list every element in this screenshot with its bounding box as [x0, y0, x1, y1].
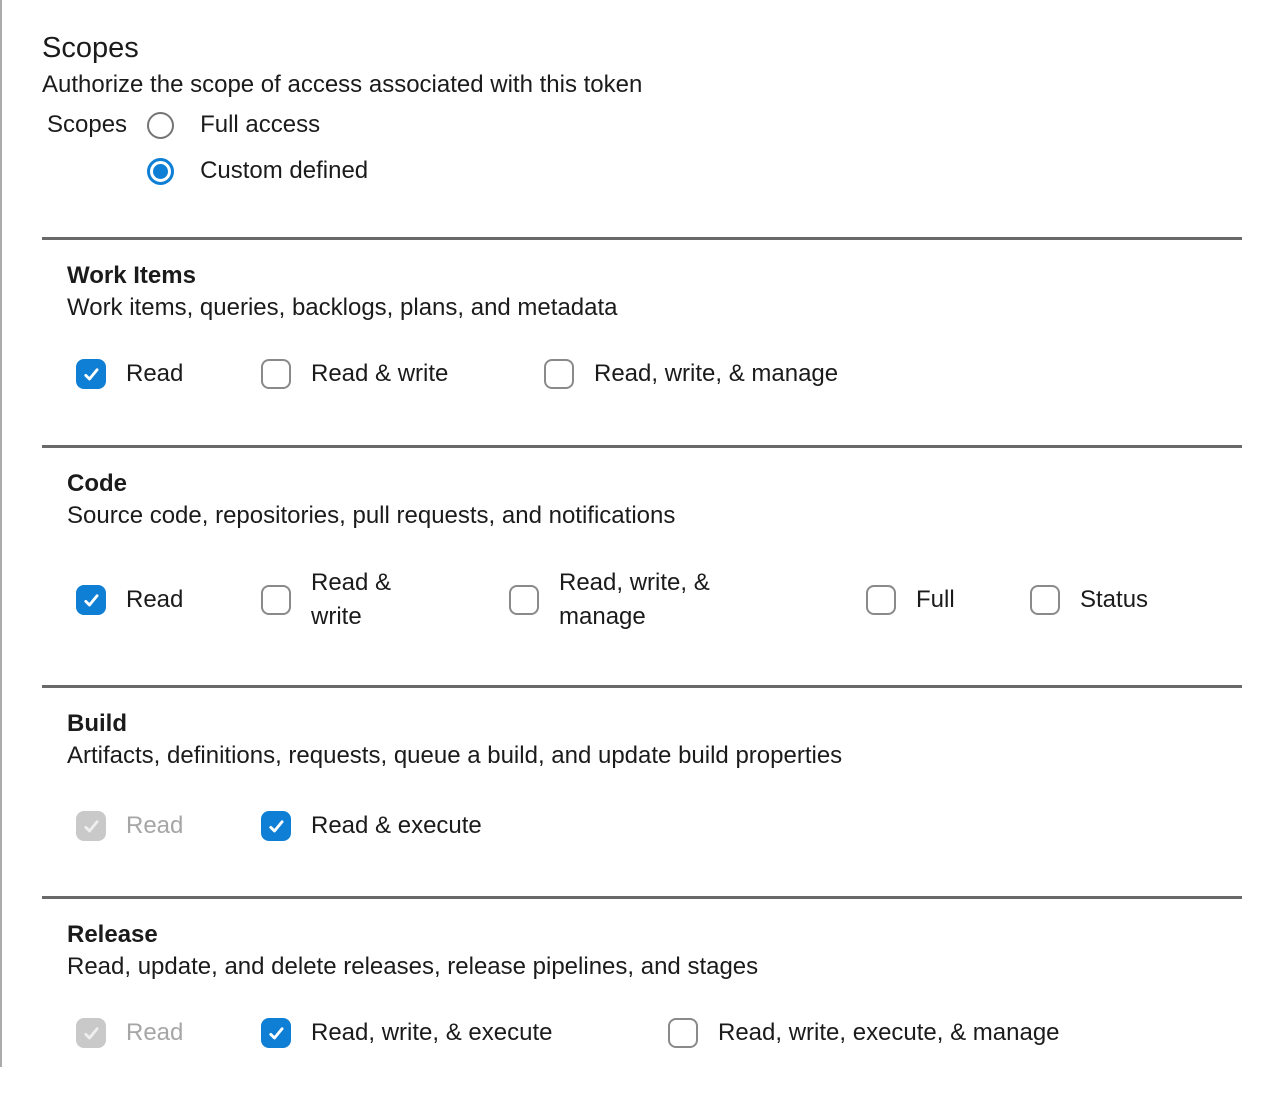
checkbox-row: Read Read, write, & execute Read, write, e…: [67, 1013, 1242, 1053]
scope-option[interactable]: Read, write, & manage: [544, 354, 838, 394]
section-work-items: Work Items Work items, queries, backlogs…: [42, 237, 1242, 445]
checkbox-checked[interactable]: [76, 359, 106, 389]
scope-option[interactable]: Read: [76, 566, 183, 634]
checkbox-checked: [76, 1018, 106, 1048]
checkbox-row: Read Read & execute: [67, 806, 1242, 846]
checkbox-label: Read: [126, 1019, 184, 1046]
scope-option[interactable]: Status: [1030, 566, 1148, 634]
checkbox-label[interactable]: Read: [126, 360, 184, 387]
scope-option[interactable]: Read & write: [261, 354, 448, 394]
section-build: Build Artifacts, definitions, requests, …: [42, 685, 1242, 896]
checkbox-unchecked[interactable]: [261, 359, 291, 389]
checkbox-unchecked[interactable]: [544, 359, 574, 389]
checkbox-unchecked[interactable]: [668, 1018, 698, 1048]
radio-label[interactable]: Full access: [200, 111, 321, 138]
section-release: Release Read, update, and delete release…: [42, 896, 1242, 1098]
checkbox-label[interactable]: Read, write, execute, & manage: [718, 1019, 1060, 1046]
section-description: Source code, repositories, pull requests…: [67, 502, 676, 529]
section-title: Release: [67, 921, 158, 948]
radio-option-full-access[interactable]: Full access: [147, 108, 368, 142]
checkmark-icon: [83, 593, 99, 606]
checkbox-row: Read Read & write Read, write, & manage Ful…: [67, 566, 1242, 634]
checkbox-label[interactable]: Read, write, & manage: [594, 360, 839, 387]
scope-option[interactable]: Read: [76, 354, 183, 394]
scope-option: Read: [76, 806, 183, 846]
radio-button-icon[interactable]: [147, 111, 175, 139]
checkbox-label[interactable]: Read & execute: [311, 812, 482, 839]
checkbox-label[interactable]: Full: [916, 586, 955, 613]
checkbox-unchecked[interactable]: [509, 585, 539, 615]
scope-option[interactable]: Full: [866, 566, 955, 634]
scope-option[interactable]: Read, write, & execute: [261, 1013, 552, 1053]
section-title: Code: [67, 470, 127, 497]
scopes-radio-group: Scopes Full access Custom defined: [47, 108, 1282, 188]
checkbox-label[interactable]: Status: [1080, 586, 1149, 613]
scope-option: Read: [76, 1013, 183, 1053]
checkbox-unchecked[interactable]: [261, 585, 291, 615]
checkmark-icon: [83, 367, 99, 380]
checkmark-icon: [268, 1026, 284, 1039]
radio-button-icon[interactable]: [147, 157, 175, 185]
checkbox-label[interactable]: Read & write: [311, 569, 392, 630]
section-title: Build: [67, 710, 127, 737]
scopes-header: Scopes Authorize the scope of access ass…: [42, 0, 1282, 237]
checkbox-checked[interactable]: [261, 811, 291, 841]
radio-label[interactable]: Custom defined: [200, 157, 369, 184]
checkbox-label[interactable]: Read, write, & execute: [311, 1019, 553, 1046]
checkmark-icon: [83, 819, 99, 832]
section-code: Code Source code, repositories, pull req…: [42, 445, 1242, 685]
section-description: Work items, queries, backlogs, plans, an…: [67, 294, 618, 321]
radio-group-label: Scopes: [47, 111, 128, 138]
checkbox-unchecked[interactable]: [1030, 585, 1060, 615]
checkbox-unchecked[interactable]: [866, 585, 896, 615]
scope-option[interactable]: Read, write, execute, & manage: [668, 1013, 1060, 1053]
radio-option-custom-defined[interactable]: Custom defined: [147, 154, 368, 188]
section-description: Artifacts, definitions, requests, queue …: [67, 742, 843, 769]
scope-option[interactable]: Read & execute: [261, 806, 482, 846]
panel-left-edge: [0, 0, 2, 1067]
checkbox-checked[interactable]: [76, 585, 106, 615]
section-title: Work Items: [67, 262, 196, 289]
checkbox-checked: [76, 811, 106, 841]
checkbox-checked[interactable]: [261, 1018, 291, 1048]
scope-option[interactable]: Read, write, & manage: [509, 566, 759, 634]
checkbox-label[interactable]: Read & write: [311, 360, 449, 387]
page-title: Scopes: [42, 32, 139, 64]
scope-option[interactable]: Read & write: [261, 566, 423, 634]
checkbox-label: Read: [126, 812, 184, 839]
checkbox-label[interactable]: Read, write, & manage: [559, 569, 710, 630]
checkbox-label[interactable]: Read: [126, 586, 184, 613]
checkbox-row: Read Read & write Read, write, & manage: [67, 354, 1242, 394]
radio-options: Full access Custom defined: [147, 108, 368, 188]
page-subtitle: Authorize the scope of access associated…: [42, 71, 643, 98]
checkmark-icon: [268, 819, 284, 832]
checkmark-icon: [83, 1026, 99, 1039]
section-description: Read, update, and delete releases, relea…: [67, 953, 759, 980]
